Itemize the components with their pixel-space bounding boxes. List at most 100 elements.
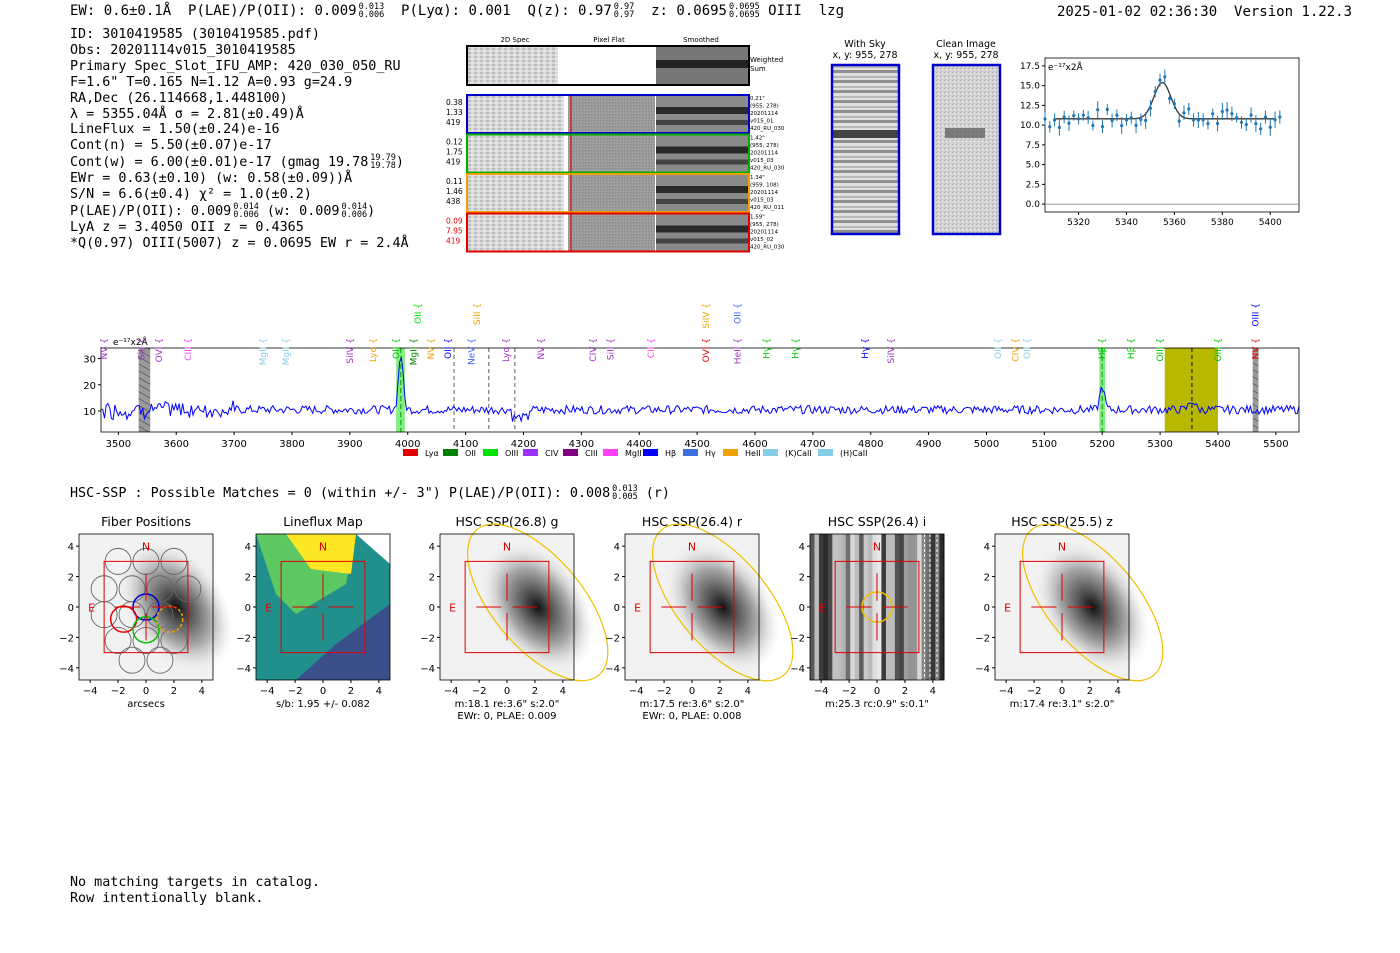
cutout-fiber-info: 20201114 bbox=[750, 230, 778, 236]
stripe-column bbox=[810, 534, 815, 680]
detection-info: ID: 3010419585 (3010419585.pdf) Obs: 202… bbox=[70, 27, 409, 252]
spectrum-x-tick-label: 3800 bbox=[279, 439, 304, 450]
panel-x-tick-label: 0 bbox=[689, 686, 695, 697]
cutout-weight: 0.38 bbox=[446, 98, 463, 107]
zoom-data-point bbox=[1072, 113, 1076, 118]
fiber-circle bbox=[160, 627, 188, 654]
spectrum-x-tick-label: 4500 bbox=[684, 439, 709, 450]
cutout-frame bbox=[466, 94, 750, 134]
info-plae-lo: 0.006 bbox=[233, 209, 259, 220]
weighted-label-1: Weighted bbox=[750, 56, 783, 64]
panel-x-tick-label: −4 bbox=[629, 686, 644, 697]
info-q: *Q(0.97) OIII(5007) z = 0.0695 EW r = 2.… bbox=[70, 235, 409, 251]
line-marker-label: NeV { bbox=[467, 338, 477, 365]
cutout-fiber-info: 1.59" bbox=[750, 215, 765, 221]
zoom-y-tick-label: 7.5 bbox=[1026, 141, 1040, 151]
aperture-ellipse bbox=[466, 523, 609, 682]
cutout-fiber-info: 420_RU_011 bbox=[750, 205, 784, 211]
panel-x-tick-label: −2 bbox=[842, 686, 857, 697]
zoom-y-tick-label: 5.0 bbox=[1026, 161, 1041, 171]
weighted-smooth-band bbox=[656, 60, 748, 68]
zoom-data-point bbox=[1100, 124, 1105, 129]
aperture-ellipse bbox=[651, 523, 794, 682]
panel-title: HSC SSP(25.5) z bbox=[1011, 514, 1113, 529]
spectrum-x-tick-label: 5300 bbox=[1147, 439, 1172, 450]
cutout-smooth-band bbox=[656, 238, 748, 244]
compass-north: N bbox=[503, 541, 511, 554]
zoom-data-point bbox=[1211, 112, 1215, 116]
spectrum-x-tick-label: 3600 bbox=[164, 439, 189, 450]
weighted-label-2: Sum bbox=[750, 65, 766, 73]
cutout-2d bbox=[468, 95, 564, 133]
header-z-hi: 0.0695 bbox=[728, 2, 760, 12]
line-marker-label: OIII { bbox=[1214, 338, 1224, 362]
panel-x-tick-label: 4 bbox=[199, 686, 205, 697]
line-marker-label: Hβ { bbox=[1127, 338, 1137, 359]
with-sky-band bbox=[832, 130, 899, 138]
header-line-name: OIII bbox=[768, 3, 802, 19]
panel-x-tick-label: 4 bbox=[745, 686, 751, 697]
panel-x-tick-label: 4 bbox=[1115, 686, 1121, 697]
panel-x-tick-label: 2 bbox=[1087, 686, 1093, 697]
cutout-fiber-info: v015_03 bbox=[750, 198, 774, 204]
panel-x-tick-label: 0 bbox=[504, 686, 510, 697]
header-z: z: 0.0695 bbox=[651, 3, 727, 19]
zoom-data-point bbox=[1254, 122, 1258, 126]
panel-y-tick-label: 2 bbox=[245, 573, 251, 584]
panel-title: HSC SSP(26.8) g bbox=[456, 514, 559, 529]
cutout-smooth-band bbox=[656, 107, 748, 114]
col-smooth-label: Smoothed bbox=[683, 36, 719, 44]
fiber-orange bbox=[155, 605, 184, 633]
zoom-data-point bbox=[1268, 125, 1272, 129]
catalog-footer: No matching targets in catalog. Row inte… bbox=[70, 875, 320, 906]
cutout-fiber-num: 438 bbox=[446, 197, 461, 206]
cutout-gap bbox=[564, 134, 568, 173]
cutout-smooth-band bbox=[656, 186, 748, 193]
weighted-flat bbox=[558, 47, 656, 84]
zoom-y-tick-label: 0.0 bbox=[1026, 200, 1041, 210]
zoom-data-point bbox=[1115, 113, 1119, 117]
stripe-column bbox=[827, 534, 833, 680]
line-marker-label: OII { bbox=[734, 303, 744, 324]
zoom-data-point bbox=[1144, 118, 1148, 123]
hsc-summary-hi: 0.013 bbox=[612, 484, 638, 494]
line-marker-label: OIII { bbox=[1156, 338, 1166, 362]
cutout-fiber-info: 20201114 bbox=[750, 190, 778, 196]
panel-caption: m:18.1 re:3.6" s:2.0" bbox=[455, 699, 560, 710]
fiber-circle bbox=[104, 627, 132, 654]
info-plae-suffix: ) bbox=[367, 203, 376, 219]
line-marker-label: NV { bbox=[427, 338, 437, 359]
compass-north: N bbox=[142, 541, 150, 554]
fiber-circle bbox=[118, 646, 146, 674]
panel-x-tick-label: 2 bbox=[348, 686, 354, 697]
cutout-fiber-num: 419 bbox=[446, 237, 461, 246]
zoom-data-point bbox=[1120, 123, 1124, 128]
spectrum-x-tick-label: 5500 bbox=[1263, 439, 1288, 450]
spectrum-x-tick-label: 5100 bbox=[1032, 439, 1057, 450]
panel-x-tick-label: −4 bbox=[814, 686, 829, 697]
info-radec: RA,Dec (26.114668,1.448100) bbox=[70, 90, 288, 106]
info-contw-lo: 19.78 bbox=[370, 161, 396, 172]
legend-label: Hγ bbox=[705, 449, 716, 458]
zoom-data-point bbox=[1196, 118, 1200, 122]
header-summary: EW: 0.6±0.1Å P(LAE)/P(OII): 0.009 0.013 0.… bbox=[70, 2, 844, 20]
zoom-data-point bbox=[1086, 115, 1090, 120]
spectrum-x-tick-label: 4200 bbox=[511, 439, 536, 450]
panel-y-tick-label: −2 bbox=[605, 633, 620, 644]
search-box bbox=[834, 560, 920, 654]
compass-east: E bbox=[88, 602, 95, 615]
zoom-x-tick-label: 5380 bbox=[1211, 218, 1234, 228]
compass-north: N bbox=[1058, 541, 1066, 554]
header-plae: P(LAE)/P(OII): 0.009 bbox=[188, 3, 357, 19]
legend-swatch bbox=[763, 449, 778, 456]
spectrum-x-tick-label: 4800 bbox=[858, 439, 883, 450]
panel-y-tick-label: 4 bbox=[799, 542, 805, 553]
panel-caption: s/b: 1.95 +/- 0.082 bbox=[276, 699, 370, 710]
line-marker-label: NV { bbox=[537, 338, 547, 359]
zoom-data-point bbox=[1220, 109, 1224, 114]
cutout-gap bbox=[564, 213, 568, 252]
line-marker-label: Hγ { bbox=[861, 338, 871, 359]
panel-y-tick-label: 0 bbox=[245, 603, 251, 614]
zoom-data-point bbox=[1158, 78, 1162, 82]
